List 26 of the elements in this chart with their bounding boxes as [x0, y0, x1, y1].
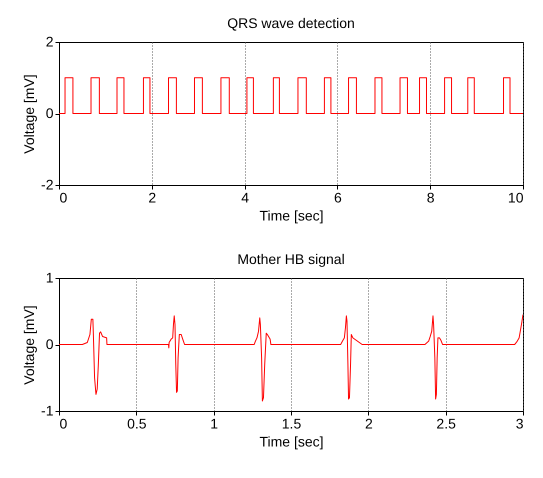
x-tick-label: 2	[364, 416, 373, 432]
y-tick-label: 2	[46, 34, 54, 50]
x-tick-label: 4	[241, 190, 250, 206]
x-tick-label: 2.5	[436, 416, 456, 432]
x-tick-label: 3	[516, 416, 524, 432]
y-tick-label: -2	[41, 176, 54, 192]
y-tick-label: 0	[46, 336, 54, 352]
x-tick-label: 0	[60, 416, 68, 432]
x-axis-title: Time [sec]	[259, 208, 324, 224]
x-axis-title: Time [sec]	[259, 434, 324, 450]
y-axis-title: Voltage [mV]	[21, 74, 38, 154]
y-tick-label: -1	[41, 402, 54, 418]
line-series	[59, 314, 523, 402]
x-tick-label: 0.5	[127, 416, 147, 432]
x-tick-label: 6	[334, 190, 342, 206]
x-tick-label: 10	[508, 190, 524, 206]
y-tick-label: 1	[46, 270, 54, 286]
x-tick-label: 8	[426, 190, 435, 206]
y-axis-title: Voltage [mV]	[21, 305, 38, 385]
x-tick-label: 0	[60, 190, 68, 206]
x-tick-label: 1	[210, 416, 218, 432]
chart-title: QRS wave detection	[227, 15, 355, 31]
chart-title: Mother HB signal	[237, 251, 345, 267]
y-tick-label: 0	[46, 105, 54, 121]
x-tick-label: 1.5	[282, 416, 302, 432]
x-tick-label: 2	[148, 190, 156, 206]
